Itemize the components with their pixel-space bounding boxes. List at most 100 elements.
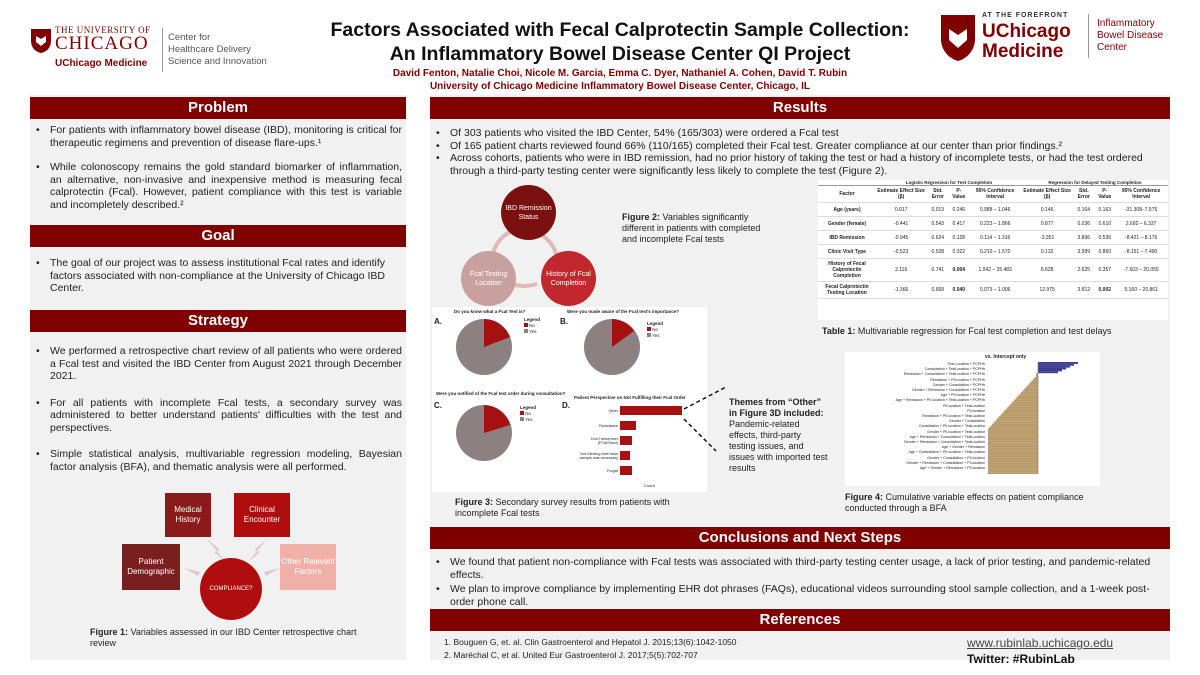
reference-item: 1. Bouguen G, et. al. Clin Gastroenterol… bbox=[444, 637, 737, 647]
fig4-caption-text: Cumulative variable effects on patient c… bbox=[845, 492, 1084, 513]
fig4-bar bbox=[988, 455, 1038, 458]
fig4-bar bbox=[988, 436, 1038, 439]
table-1: Logistic Regression for Test Completion … bbox=[818, 180, 1168, 320]
table-cell: History of Fecal Calprotectin Completion bbox=[818, 258, 876, 282]
logo-divider bbox=[162, 28, 163, 72]
conclusions-heading: Conclusions and Next Steps bbox=[430, 527, 1170, 549]
ibd-center-name: Inflammatory Bowel Disease Center bbox=[1097, 18, 1163, 54]
table-cell: Fecal Calprotectin Testing Location bbox=[818, 281, 876, 299]
table-cell: 0.877 bbox=[1021, 216, 1073, 231]
strategy-heading: Strategy bbox=[30, 310, 406, 332]
fig1-caption-text: Variables assessed in our IBD Center ret… bbox=[90, 627, 357, 648]
table-cell: -7.603 – 20.055 bbox=[1114, 258, 1168, 282]
legend-swatch-no bbox=[520, 411, 524, 415]
fig4-bar bbox=[997, 418, 1038, 420]
fig4-row-label: Age + Gender + Remission bbox=[941, 445, 985, 450]
fig3c-label: C. bbox=[434, 401, 442, 410]
fig4-bar bbox=[1034, 376, 1038, 379]
table-header: Std. Error bbox=[926, 186, 950, 203]
table-cell: -31.308–7.575 bbox=[1114, 202, 1168, 217]
fig4-bar bbox=[988, 440, 1038, 443]
fig4-row-label: Age + Gender + Remission + PII.location bbox=[919, 466, 985, 471]
fig4-bar bbox=[988, 460, 1038, 463]
legend-swatch-yes bbox=[524, 329, 528, 333]
table-cell: 0.040 bbox=[949, 281, 969, 299]
fig3d-row: Don't remember (FCal/Stool) bbox=[572, 433, 702, 448]
goal-list: The goal of our project was to assess in… bbox=[30, 257, 390, 295]
table-cell: 0.017 bbox=[876, 202, 927, 217]
table-cell: 12.975 bbox=[1021, 281, 1073, 299]
results-bullet: Of 303 patients who visited the IBD Cent… bbox=[430, 127, 1160, 140]
results-bullet: Across cohorts, patients who were in IBD… bbox=[430, 152, 1160, 177]
table-cell: 0.036 bbox=[1072, 216, 1096, 231]
fig1-compliance-circle: COMPLIANCE? bbox=[200, 558, 262, 620]
fig4-row-label: Age + Remission + Consultation + TestLoc… bbox=[909, 434, 985, 439]
fig4-bar bbox=[988, 457, 1038, 460]
fig3d-row: Reluctance bbox=[572, 418, 702, 433]
table-row: Age (years) 0.017 0.013 0.246 0.988 – 1.046 0… bbox=[818, 202, 1168, 217]
table-header: Estimate Effect Size (β) bbox=[1021, 186, 1073, 203]
fig4-bar bbox=[1005, 408, 1038, 411]
fig1-patient-demographic: Patient Demographic bbox=[122, 544, 180, 590]
uchicago-logo: THE UNIVERSITY OF CHICAGO UChicago Medic… bbox=[30, 22, 165, 77]
title-line1: Factors Associated with Fecal Calprotect… bbox=[330, 19, 910, 41]
table-cell: 0.357 bbox=[1095, 258, 1115, 282]
table-cell: 0.322 bbox=[949, 244, 969, 259]
fig4-bar bbox=[1026, 386, 1038, 389]
fig3d-cat: Reluctance bbox=[599, 423, 618, 428]
fig4-bar bbox=[1038, 369, 1062, 372]
fig3c-legend: Legend No Yes bbox=[520, 405, 536, 423]
table-cell: 2.625 bbox=[1072, 258, 1096, 282]
problem-heading: Problem bbox=[30, 97, 406, 119]
table1-caption: Table 1: Multivariable regression for Fc… bbox=[822, 326, 1152, 337]
fig4-bar bbox=[1038, 362, 1078, 364]
fig4-bar bbox=[988, 442, 1038, 445]
table-row: Fecal Calprotectin Testing Location -1.36… bbox=[818, 281, 1168, 299]
table-cell: 0.536 bbox=[1095, 230, 1115, 245]
fig2-history-circle: History of Fcal Completion bbox=[541, 251, 596, 306]
problem-list: For patients with inflammatory bowel dis… bbox=[30, 124, 404, 211]
table-cell: 0.004 bbox=[949, 258, 969, 282]
table-header: Estimate Effect Size (β) bbox=[876, 186, 927, 203]
table-cell: -8.421 – 8.176 bbox=[1114, 230, 1168, 245]
fig4-bar bbox=[995, 419, 1038, 422]
fig4-row-label: Remission + PII.location + PCPHb bbox=[930, 377, 985, 382]
problem-bullet: For patients with inflammatory bowel dis… bbox=[30, 124, 404, 149]
legend-title: Legend bbox=[647, 321, 664, 326]
fig3d-row: Not thinking their stool sample was nece… bbox=[572, 448, 702, 463]
legend-swatch-yes bbox=[520, 417, 524, 421]
fig4-row-label: Gender + Consultation + PII.location bbox=[927, 455, 985, 460]
affiliation: University of Chicago Medicine Inflammat… bbox=[429, 81, 811, 92]
strategy-bullet: We performed a retrospective chart revie… bbox=[30, 345, 404, 383]
results-bullet: Of 165 patient charts reviewed found 66%… bbox=[430, 140, 1160, 153]
fig4-labels: Test.Location + PCPHb Consultation + Test… bbox=[845, 362, 985, 471]
fig3d-axis-label: Count bbox=[644, 483, 655, 488]
results-heading: Results bbox=[430, 97, 1170, 119]
fig3b-legend: Legend No Yes bbox=[647, 321, 663, 339]
table-header: P-Value bbox=[1095, 186, 1115, 203]
fig3-label: Figure 3: bbox=[455, 497, 494, 507]
fig4-bar bbox=[988, 429, 1038, 432]
references-heading: References bbox=[430, 609, 1170, 631]
table-cell: Gender (female) bbox=[818, 216, 876, 231]
fig4-bar bbox=[1022, 390, 1038, 392]
fig4-bar bbox=[1036, 373, 1038, 376]
legend-no: No bbox=[652, 327, 659, 332]
fig4-row-label: Remission + Consultation + TestLocation … bbox=[903, 372, 985, 377]
logo-brand2: Medicine bbox=[982, 41, 1064, 62]
fig1-caption: Figure 1: Variables assessed in our IBD … bbox=[90, 627, 380, 649]
footer-website[interactable]: www.rubinlab.uchicago.edu bbox=[967, 636, 1114, 650]
table-cell: 0.860 bbox=[1095, 244, 1115, 259]
ibd-center-line: Bowel Disease bbox=[1097, 30, 1164, 41]
fig4-bar bbox=[988, 468, 1038, 471]
fig3a-legend: Legend No Yes bbox=[524, 317, 540, 335]
fig4-bar bbox=[1038, 365, 1070, 368]
table-cell: 3.999 bbox=[1072, 244, 1096, 259]
conclusions-bullet: We found that patient non-compliance wit… bbox=[430, 556, 1165, 581]
table-cell: 0.128 bbox=[949, 230, 969, 245]
table-cell: 0.114 – 1.316 bbox=[968, 230, 1022, 245]
logo-brand1: UChicago bbox=[982, 21, 1071, 42]
fig4-bar bbox=[1036, 375, 1038, 377]
fig3d-bar bbox=[620, 421, 636, 430]
fig4-row-label: Consultation + TestLocation + PCPHb bbox=[924, 367, 985, 372]
